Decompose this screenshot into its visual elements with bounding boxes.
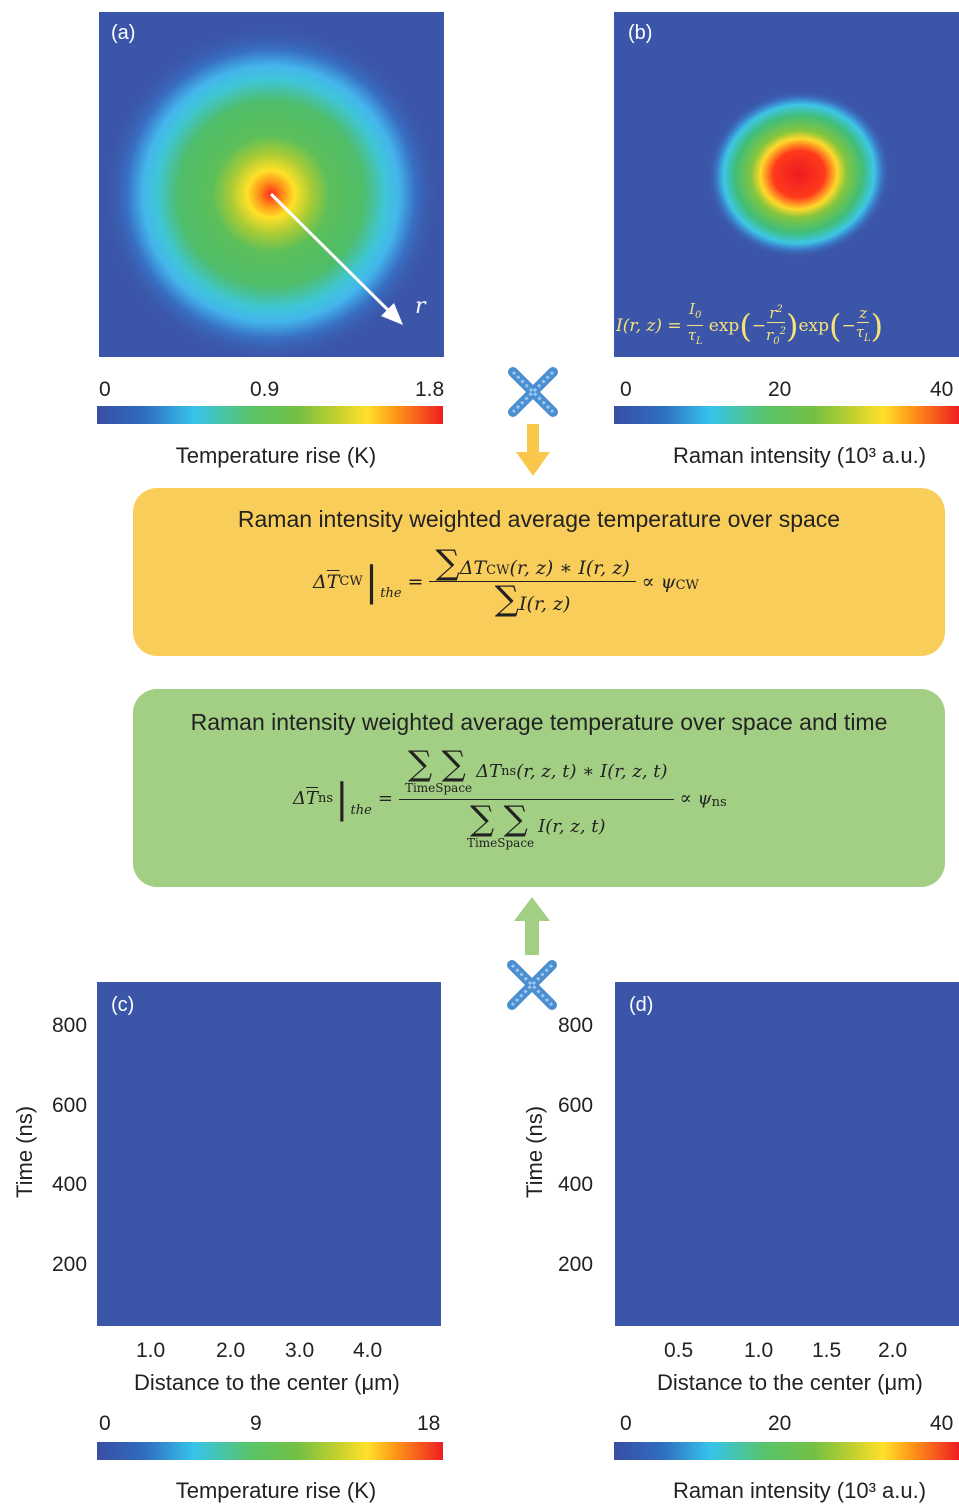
colorbar-raman-d [614, 1442, 959, 1460]
cb-tl-tick-1: 0.9 [250, 378, 280, 401]
ns-num-sum-space: Space [435, 781, 473, 795]
c-xtick-2: 2.0 [216, 1339, 246, 1362]
panel-b-raman-spot [707, 89, 891, 259]
cw-equation: ΔT CW | the = ∑ΔTCW(r, z) ∗ I(r, z) ∑I(r, … [313, 543, 699, 619]
d-xtick-1-5: 1.5 [812, 1339, 842, 1362]
ns-box-title: Raman intensity weighted average tempera… [190, 709, 888, 735]
radius-arrow-line [269, 192, 394, 316]
d-ytick-800: 800 [558, 1014, 594, 1037]
cw-average-box: Raman intensity weighted average tempera… [133, 488, 945, 656]
colorbar-title-temperature-c: Temperature rise (K) [175, 1478, 377, 1503]
cb-bl-tick-1: 9 [250, 1412, 262, 1435]
d-xtick-1-0: 1.0 [744, 1339, 774, 1362]
panel-d-heatmap-svg [615, 982, 959, 1326]
panel-c-heat-region [97, 1042, 397, 1326]
panel-a-heat-spot [103, 26, 439, 357]
ns-average-box: Raman intensity weighted average tempera… [133, 689, 945, 887]
cb-tr-tick-2: 40 [930, 378, 954, 401]
cb-br-tick-2: 40 [930, 1412, 954, 1435]
d-xlabel: Distance to the center (μm) [657, 1370, 923, 1395]
ns-den-sum-space: Space [497, 836, 535, 850]
c-xtick-3: 3.0 [285, 1339, 315, 1362]
colorbar-title-raman-b-text: Raman intensity (10³ a.u.) [672, 443, 927, 468]
panel-c-label: (c) [111, 994, 135, 1016]
multiply-arrow-top [508, 367, 558, 476]
d-ytick-200: 200 [558, 1253, 594, 1276]
cb-br-tick-0: 0 [620, 1412, 632, 1435]
c-ytick-200: 200 [52, 1253, 88, 1276]
panel-c-temperature-time-map: (c) [97, 982, 441, 1326]
c-xtick-4: 4.0 [353, 1339, 383, 1362]
radius-arrow-label: r [415, 294, 426, 319]
radius-arrow-head [381, 303, 403, 325]
panel-d-label: (d) [629, 994, 654, 1016]
cb-tl-tick-2: 1.8 [415, 378, 445, 401]
colorbar-temperature-a [97, 406, 443, 424]
cb-tr-tick-0: 0 [620, 378, 632, 401]
panel-a-label: (a) [111, 22, 136, 44]
gaussian-equation: I(r, z) = I0 τL exp(− r2 r02 ) exp(− z τL ) [616, 300, 884, 347]
colorbar-title-raman-b: Raman intensity (10³ a.u.) [640, 443, 959, 469]
colorbar-raman-b [614, 406, 959, 424]
panel-d-raman-region [615, 1174, 810, 1270]
colorbar-temperature-c [97, 1442, 443, 1460]
panel-d-raman-time-map: (d) [615, 982, 959, 1326]
panel-a-temperature-map: (a) r [99, 12, 444, 357]
d-xtick-2-0: 2.0 [878, 1339, 908, 1362]
ns-num-sum-time: Time [404, 781, 436, 795]
colorbar-title-raman-d: Raman intensity (10³ a.u.) [672, 1478, 927, 1503]
cb-bl-tick-2: 18 [417, 1412, 441, 1435]
c-xtick-1: 1.0 [136, 1339, 166, 1362]
multiply-cross-icon [508, 367, 558, 417]
d-ylabel: Time (ns) [522, 1105, 547, 1198]
cb-br-tick-1: 20 [768, 1412, 792, 1435]
c-ytick-600: 600 [52, 1094, 88, 1117]
c-ytick-400: 400 [52, 1173, 88, 1196]
ns-equation: ΔT ns | the = ∑ Time ∑ Space ΔT ns (r, z, t) ∗… [293, 744, 727, 850]
panel-b-heatmap-svg [614, 12, 959, 357]
c-ylabel: Time (ns) [12, 1105, 37, 1198]
cw-box-title: Raman intensity weighted average tempera… [237, 506, 841, 532]
panel-a-heatmap-svg [99, 12, 444, 357]
ns-den-sum-time: Time [466, 836, 498, 850]
colorbar-title-temperature-a: Temperature rise (K) [175, 443, 377, 468]
multiply-cross-icon-bottom [507, 960, 557, 1010]
c-ytick-800: 800 [52, 1014, 88, 1037]
arrow-up-icon [514, 897, 550, 955]
cb-bl-tick-0: 0 [99, 1412, 111, 1435]
d-ytick-400: 400 [558, 1173, 594, 1196]
cb-tr-tick-1: 20 [768, 378, 792, 401]
d-xtick-0-5: 0.5 [664, 1339, 694, 1362]
c-xlabel: Distance to the center (μm) [134, 1370, 400, 1395]
multiply-arrow-bottom [507, 897, 557, 1010]
panel-c-heatmap-svg [97, 982, 441, 1326]
panel-b-label: (b) [628, 22, 653, 44]
cb-tl-tick-0: 0 [99, 378, 111, 401]
arrow-down-icon [516, 424, 550, 476]
d-ytick-600: 600 [558, 1094, 594, 1117]
